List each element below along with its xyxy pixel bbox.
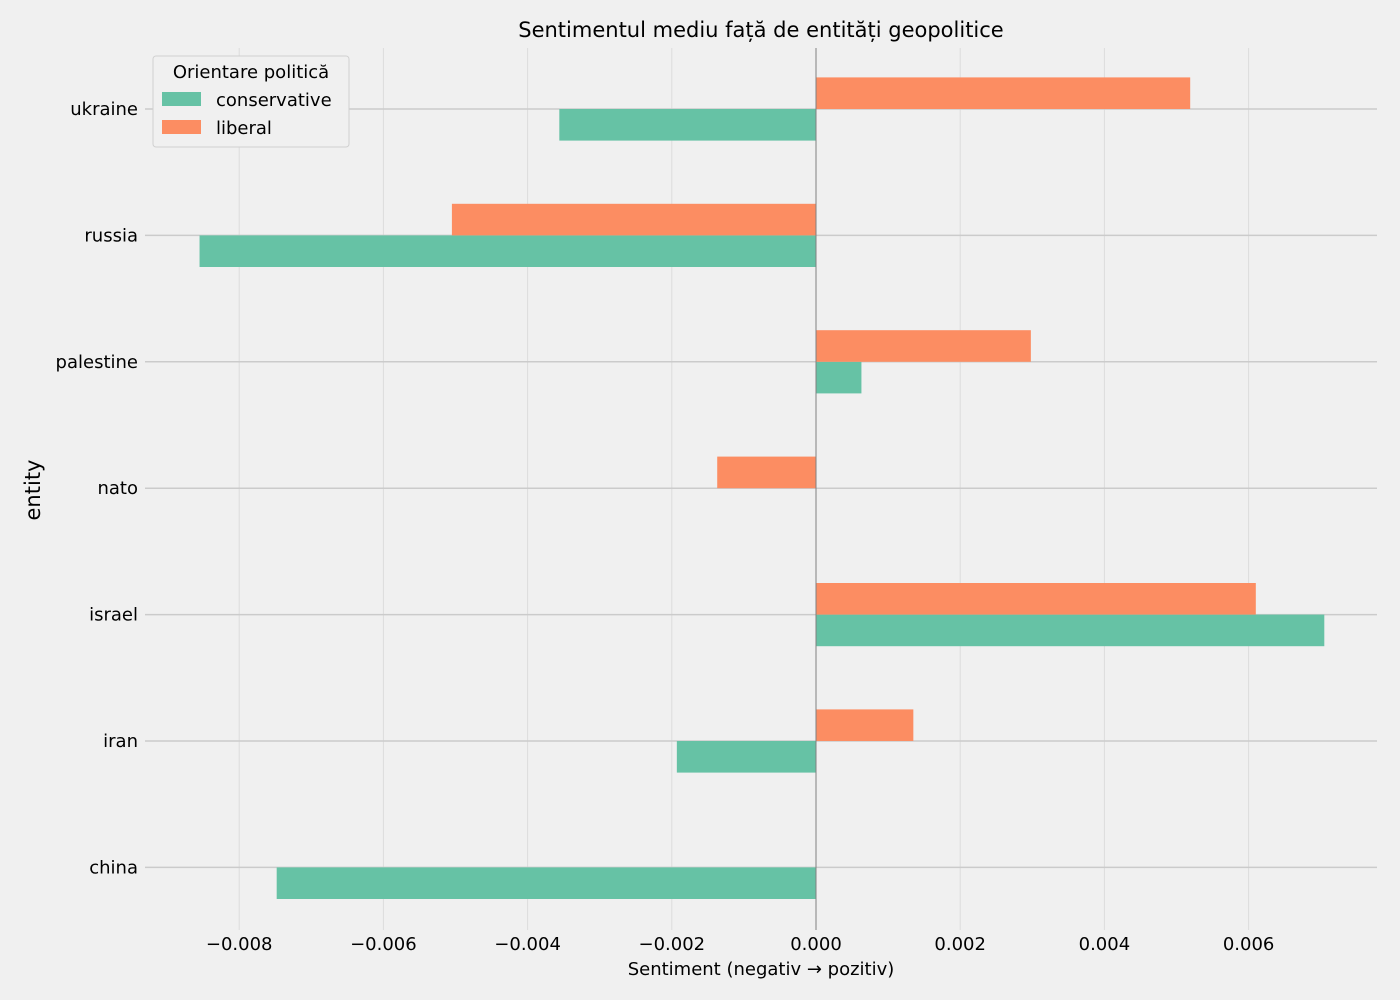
- y-tick-label-palestine: palestine: [56, 352, 138, 373]
- y-tick-label-ukraine: ukraine: [70, 99, 138, 120]
- legend-label-conservative: conservative: [216, 90, 332, 111]
- legend-swatch-conservative: [162, 92, 201, 106]
- bar-conservative-iran: [676, 741, 816, 773]
- x-tick-label: −0.008: [206, 934, 273, 955]
- legend-box: [152, 55, 350, 148]
- x-tick-label: −0.002: [638, 934, 705, 955]
- x-tick-label: 0.006: [1223, 934, 1275, 955]
- y-axis-label: entity: [21, 460, 45, 521]
- bar-conservative-ukraine: [559, 109, 816, 141]
- chart-title: Sentimentul mediu față de entități geopo…: [518, 18, 1003, 42]
- legend: Orientare politică conservative liberal: [152, 55, 350, 148]
- x-axis-label: Sentiment (negativ → pozitiv): [628, 959, 895, 980]
- bar-conservative-china: [276, 867, 816, 899]
- y-tick-label-china: china: [89, 857, 138, 878]
- y-tick-label-israel: israel: [89, 605, 138, 626]
- x-tick-label: 0.000: [790, 934, 842, 955]
- y-tick-label-iran: iran: [103, 731, 138, 752]
- x-tick-label: −0.004: [494, 934, 561, 955]
- bar-liberal-russia: [451, 203, 816, 236]
- legend-title: Orientare politică: [173, 62, 329, 83]
- legend-label-liberal: liberal: [216, 118, 272, 139]
- bar-conservative-russia: [199, 235, 817, 267]
- bar-conservative-palestine: [816, 361, 862, 394]
- y-tick-label-russia: russia: [84, 225, 138, 246]
- y-tick-labels: ukraine russia palestine nato israel iran chin…: [56, 99, 138, 878]
- grid-layer: [145, 48, 1377, 930]
- bar-liberal-israel: [816, 583, 1256, 615]
- bar-liberal-ukraine: [816, 77, 1191, 109]
- y-tick-label-nato: nato: [97, 478, 138, 499]
- legend-swatch-liberal: [162, 120, 201, 134]
- bar-liberal-nato: [717, 456, 816, 489]
- x-tick-label: 0.002: [934, 934, 986, 955]
- x-tick-label: −0.006: [350, 934, 417, 955]
- x-tick-label: 0.004: [1079, 934, 1131, 955]
- bars-layer: [199, 77, 1325, 899]
- bar-conservative-israel: [816, 614, 1325, 647]
- bar-liberal-palestine: [816, 330, 1031, 362]
- bar-liberal-iran: [816, 709, 914, 741]
- x-tick-labels: −0.008 −0.006 −0.004 −0.002 0.000 0.002 0.004 0…: [206, 934, 1274, 955]
